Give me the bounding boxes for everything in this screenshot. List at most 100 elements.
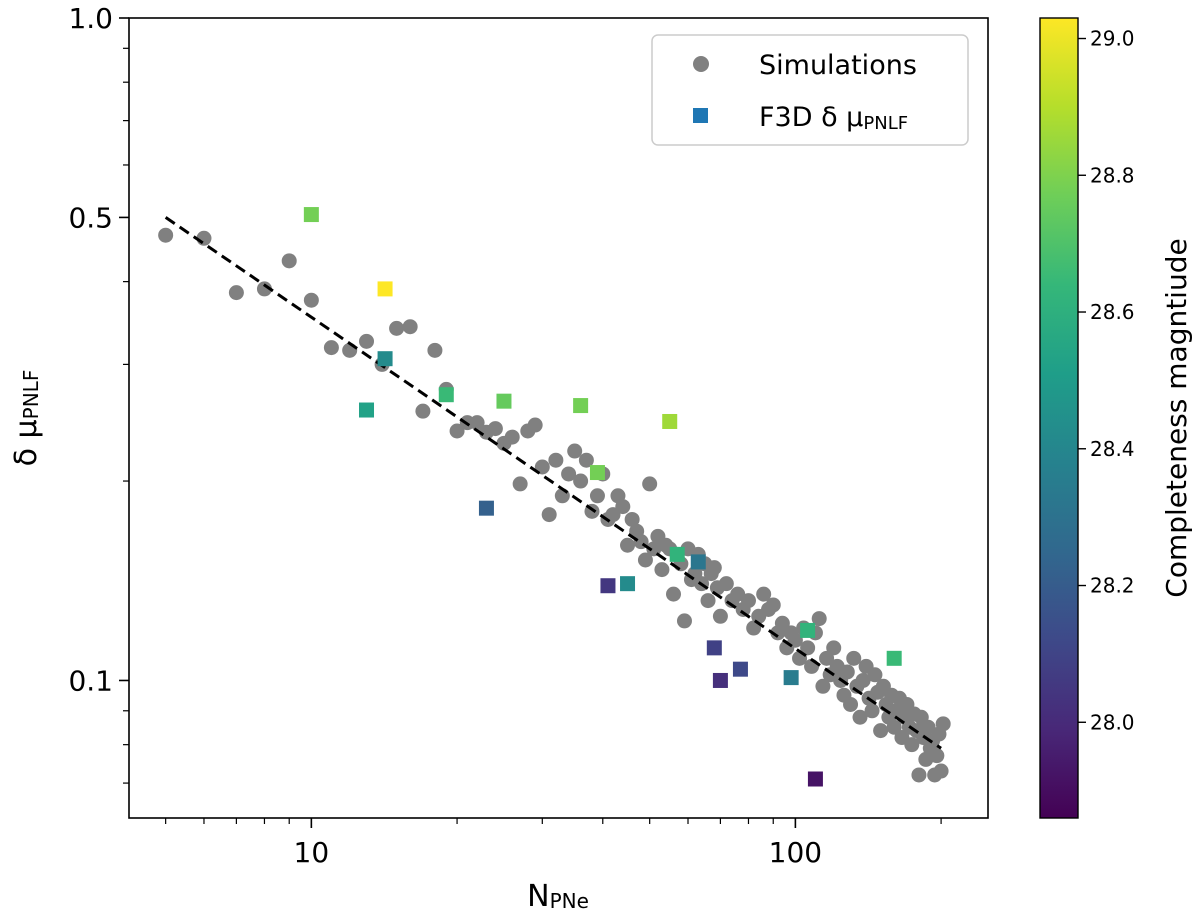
colorbar: 28.0 28.2 28.4 28.6 28.8 29.0 Completeness ma… <box>1039 17 1193 819</box>
simulation-point <box>756 586 772 602</box>
simulation-point <box>843 696 859 712</box>
simulation-point <box>765 597 781 613</box>
f3d-point <box>496 393 512 409</box>
f3d-point <box>669 546 685 562</box>
f3d-point <box>573 398 589 414</box>
simulation-point <box>548 452 564 468</box>
simulation-point <box>706 560 722 576</box>
simulation-point <box>624 511 640 527</box>
simulation-point <box>873 723 889 739</box>
simulation-point <box>730 586 746 602</box>
simulation-point <box>911 767 927 783</box>
legend-entry-f3d-sub: PNLF <box>863 113 908 134</box>
f3d-point <box>359 402 375 418</box>
simulation-points <box>158 227 951 783</box>
simulation-point <box>839 664 855 680</box>
x-axis-label: NPNe <box>527 879 589 914</box>
colorbar-tick-label: 28.0 <box>1090 710 1135 734</box>
simulation-point <box>867 667 883 683</box>
simulation-point <box>504 429 520 445</box>
simulation-point <box>864 703 880 719</box>
simulation-point <box>427 342 443 358</box>
simulation-point <box>389 320 405 336</box>
legend-circle-marker <box>693 56 709 72</box>
f3d-point <box>600 578 616 594</box>
f3d-point <box>783 670 799 686</box>
simulation-point <box>578 452 594 468</box>
simulation-point <box>852 709 868 725</box>
legend-entry-f3d-main: F3D δ μ <box>759 102 863 133</box>
x-axis-label-sub: PNe <box>550 889 589 913</box>
simulation-point <box>158 227 174 243</box>
colorbar-gradient <box>1039 17 1079 819</box>
f3d-point <box>303 207 319 223</box>
simulation-point <box>654 562 670 578</box>
plot-frame <box>128 17 989 819</box>
simulation-point <box>323 340 339 356</box>
simulation-point <box>637 552 653 568</box>
simulation-point <box>415 403 431 419</box>
simulation-point <box>256 281 272 297</box>
f3d-points <box>303 207 902 787</box>
colorbar-tick-label: 28.8 <box>1090 163 1135 187</box>
f3d-point <box>438 387 454 403</box>
simulation-point <box>541 507 557 523</box>
x-tick-label: 100 <box>769 836 822 869</box>
f3d-point <box>706 640 722 656</box>
f3d-point <box>620 576 636 592</box>
simulation-point <box>534 459 550 475</box>
colorbar-ticks: 28.0 28.2 28.4 28.6 28.8 29.0 <box>1078 27 1135 734</box>
f3d-point <box>589 465 605 481</box>
simulation-point <box>811 611 827 627</box>
y-axis-label-main: δ μ <box>9 419 44 466</box>
legend-square-marker <box>693 108 708 123</box>
colorbar-tick-label: 28.6 <box>1090 300 1135 324</box>
simulation-point <box>855 672 871 688</box>
simulation-point <box>527 417 543 433</box>
y-axis-label-sub: PNLF <box>19 370 43 420</box>
simulation-point <box>846 650 862 666</box>
simulation-point <box>787 632 803 648</box>
f3d-point <box>377 281 393 297</box>
f3d-point <box>800 622 816 638</box>
simulation-point <box>774 615 790 631</box>
simulation-point <box>933 763 949 779</box>
x-tick-label: 10 <box>294 836 330 869</box>
legend-entry-f3d: F3D δ μPNLF <box>759 102 908 134</box>
simulation-point <box>449 423 465 439</box>
legend: Simulations F3D δ μPNLF <box>651 34 969 146</box>
y-tick-label: 1.0 <box>68 2 113 35</box>
y-tick-label: 0.5 <box>68 201 113 234</box>
colorbar-label: Completeness magntiude <box>1160 238 1193 597</box>
simulation-point <box>929 748 945 764</box>
x-axis: 10 100 <box>165 818 942 869</box>
simulation-point <box>815 678 831 694</box>
f3d-point <box>377 351 393 367</box>
simulation-point <box>712 608 728 624</box>
f3d-point <box>690 554 706 570</box>
y-axis: 0.1 0.5 1.0 <box>68 2 129 784</box>
simulation-point <box>642 476 658 492</box>
simulation-point <box>826 640 842 656</box>
plot-area <box>128 17 989 819</box>
fit-line <box>164 216 942 750</box>
simulation-point <box>228 285 244 301</box>
simulation-point <box>487 421 503 437</box>
simulation-point <box>620 537 636 553</box>
simulation-point <box>281 253 297 269</box>
simulation-point <box>819 650 835 666</box>
colorbar-tick-label: 28.4 <box>1090 437 1135 461</box>
simulation-point <box>886 719 902 735</box>
simulation-point <box>402 319 418 335</box>
simulation-point <box>718 576 734 592</box>
simulation-point <box>800 640 816 656</box>
simulation-point <box>359 333 375 349</box>
simulation-point <box>615 499 631 515</box>
simulation-point <box>700 593 716 609</box>
simulation-point <box>666 586 682 602</box>
simulation-point <box>567 443 583 459</box>
legend-box <box>651 34 969 146</box>
simulation-point <box>935 716 951 732</box>
f3d-point <box>886 650 902 666</box>
